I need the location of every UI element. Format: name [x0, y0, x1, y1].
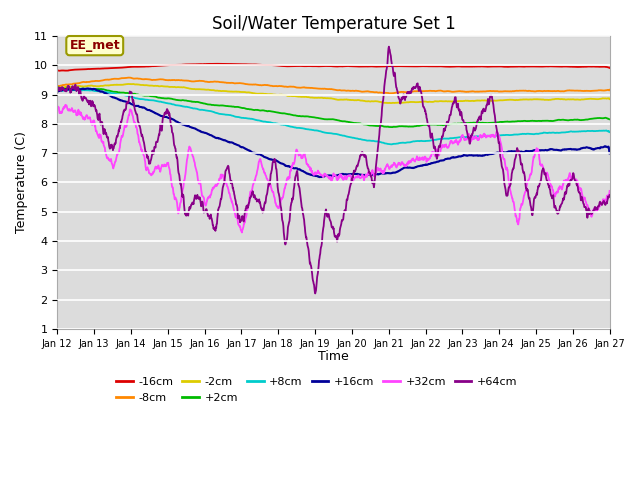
Title: Soil/Water Temperature Set 1: Soil/Water Temperature Set 1 — [212, 15, 455, 33]
Y-axis label: Temperature (C): Temperature (C) — [15, 132, 28, 233]
Text: EE_met: EE_met — [69, 39, 120, 52]
X-axis label: Time: Time — [318, 350, 349, 363]
Legend: -16cm, -8cm, -2cm, +2cm, +8cm, +16cm, +32cm, +64cm: -16cm, -8cm, -2cm, +2cm, +8cm, +16cm, +3… — [112, 372, 522, 407]
